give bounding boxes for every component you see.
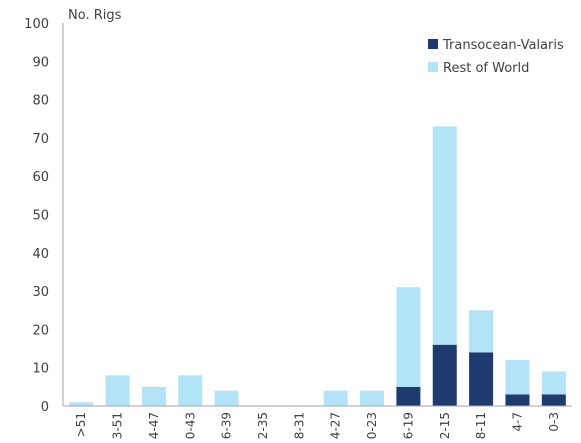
legend-swatch	[428, 39, 438, 49]
bar-segment	[505, 360, 530, 395]
x-tick-label: 8-31	[292, 412, 306, 439]
x-tick-label: 4-7	[510, 412, 524, 432]
bars	[69, 126, 566, 406]
y-tick-label: 70	[32, 132, 49, 147]
bar-segment	[323, 390, 348, 406]
bar-segment	[396, 287, 421, 387]
x-tick-label: 6-39	[220, 412, 234, 439]
x-tick-label: 2-15	[438, 412, 452, 439]
bar-segment	[178, 375, 203, 406]
y-tick-label: 20	[32, 323, 49, 338]
bar-segment	[141, 386, 166, 406]
bar-segment	[541, 394, 566, 406]
legend-label: Transocean-Valaris	[442, 38, 564, 53]
bar-segment	[505, 394, 530, 406]
legend: Transocean-Valaris Rest of World	[428, 38, 564, 76]
x-tick-label: >51	[74, 412, 88, 437]
x-tick-label: 0-3	[547, 412, 561, 432]
y-tick-label: 0	[41, 400, 49, 415]
x-tick-label: 4-27	[329, 412, 343, 439]
bar-segment	[105, 375, 130, 406]
y-tick-label: 10	[32, 362, 49, 377]
bar-segment	[469, 352, 494, 406]
y-tick-label: 90	[32, 55, 49, 70]
y-tick-label: 30	[32, 285, 49, 300]
x-tick-label: 3-51	[111, 412, 125, 439]
x-tick-label: 4-47	[147, 412, 161, 439]
bar-segment	[432, 126, 457, 345]
x-tick-label: 0-23	[365, 412, 379, 439]
bar-segment	[469, 310, 494, 353]
legend-label: Rest of World	[443, 61, 529, 76]
bar-segment	[214, 390, 239, 406]
bar-segment	[432, 344, 457, 406]
x-tick-label: 6-19	[401, 412, 415, 439]
bar-segment	[69, 402, 94, 406]
x-tick-label: 0-43	[183, 412, 197, 439]
bar-segment	[396, 386, 421, 406]
legend-swatch	[428, 62, 438, 72]
y-tick-label: 50	[32, 209, 49, 224]
y-tick-label: 100	[24, 17, 49, 32]
y-axis: 0 10 20 30 40 50 60 70 80 90 100	[24, 17, 64, 415]
bar-segment	[541, 371, 566, 395]
x-tick-label: 8-11	[474, 412, 488, 439]
x-axis: >51 3-51 4-47 0-43 6-39 2-35 8-31 4-27 0-23 6-19 2…	[63, 405, 572, 439]
y-tick-label: 80	[32, 94, 49, 109]
y-tick-label: 40	[32, 247, 49, 262]
x-tick-label: 2-35	[256, 412, 270, 439]
bar-segment	[360, 390, 385, 406]
y-axis-label: No. Rigs	[68, 8, 122, 23]
y-tick-label: 60	[32, 170, 49, 185]
